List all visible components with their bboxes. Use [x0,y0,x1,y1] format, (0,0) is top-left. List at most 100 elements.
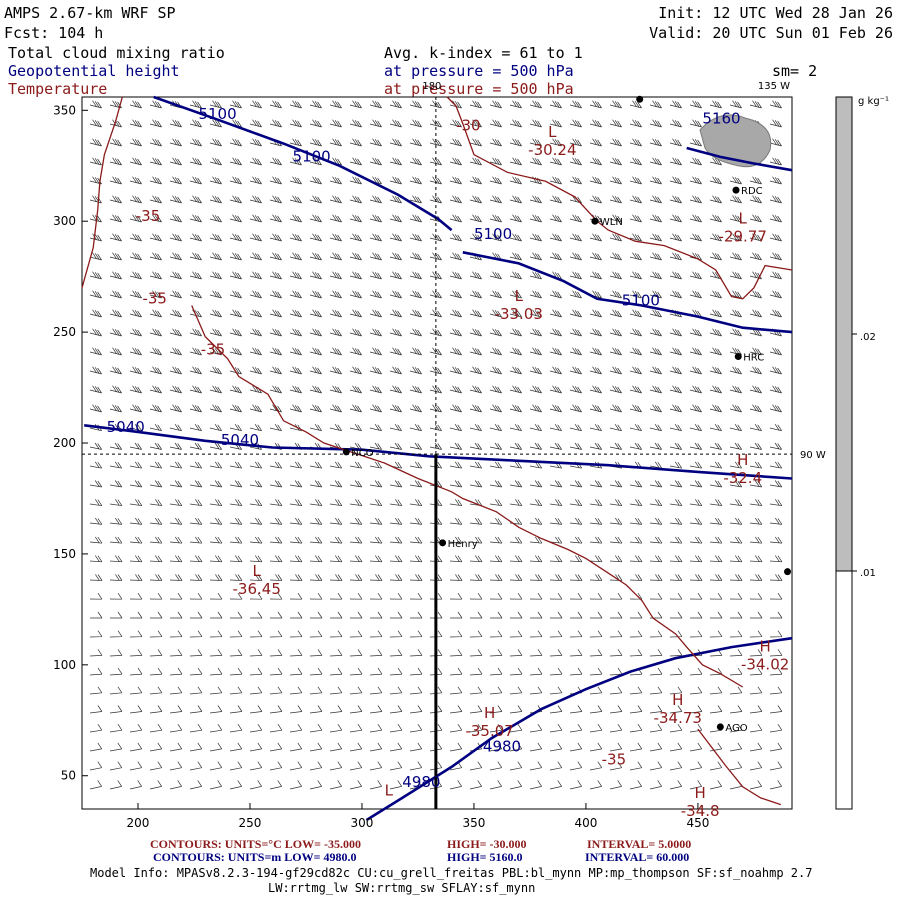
extremum-symbol-7: H [484,704,495,722]
height-contour-5040-3 [84,424,793,480]
extremum-symbol-3: H [737,451,748,469]
height-contour-5160-2 [686,146,793,172]
colorbar-white-segment [835,570,853,810]
height-contour-4980-4 [365,636,793,822]
extremum-symbol-0: L [548,123,557,141]
extremum-symbol-8: H [695,784,706,802]
station-marker-7 [636,95,644,103]
station-marker-0 [732,186,740,194]
footer-temp-high: HIGH= -30.000 [447,837,527,851]
x-tick-label-0: 200 [127,816,150,830]
pressure-height-label: at pressure = 500 hPa [384,62,574,80]
station-marker-6 [784,568,792,576]
header-fcst: Fcst: 104 h [4,24,103,42]
temperature-label-3: -35 [201,340,226,358]
x-tick-label-3: 350 [463,816,486,830]
y-tick-label-2: 150 [53,547,76,561]
footer-model-info: Model Info: MPASv8.2.3-194-gf29cd82c CU:… [90,866,812,880]
stations: RDC WLN HRC NCO Henry AGO [342,95,792,734]
temperature-label-0: -30 [456,116,481,134]
station-label-4: Henry [448,539,478,550]
station-marker-2 [734,353,742,361]
smoothing-label: sm= 2 [772,62,817,80]
axes: 200 250 300 350 400 450 50 100 150 200 250 300 350 [53,103,709,830]
height-label-2: 5100 [474,225,512,243]
field-temperature-label: Temperature [8,80,107,98]
station-label-1: WLN [600,217,623,228]
y-tick-label-0: 50 [61,769,76,783]
station-marker-3 [342,448,350,456]
y-tick-label-3: 200 [53,436,76,450]
height-label-6: 5040 [221,431,259,449]
extremum-symbol-2: L [515,287,524,305]
colorbar-tick-label-01: .01 [860,568,876,579]
station-label-3: NCO [351,448,373,459]
cloud-patch [699,114,772,168]
kindex-label: Avg. k-index = 61 to 1 [384,44,583,62]
extremum-value-7: -35.07 [465,722,513,740]
footer-hgt-interval: INTERVAL= 60.000 [585,850,689,864]
extremum-value-3: -32.4 [723,469,762,487]
extremum-value-0: -30.24 [528,141,576,159]
y-tick-label-1: 100 [53,658,76,672]
field-height-label: Geopotential height [8,62,180,80]
temperature-contour-1 [81,96,123,288]
y-tick-label-6: 350 [53,103,76,117]
height-label-3: 5100 [622,291,660,309]
temperature-contour-2 [191,305,744,688]
height-contour-5100-1 [462,251,793,334]
temperature-label-1: -35 [136,207,161,225]
temperature-label-2: -35 [142,289,167,307]
station-label-0: RDC [741,186,763,197]
colorbar-tick-label-02: .02 [860,332,876,343]
extremum-symbol-6: H [672,691,683,709]
footer-model-info-2: LW:rrtmg_lw SW:rrtmg_sw SFLAY:sf_mynn [268,881,535,895]
meridian-label-0: 180 [422,81,441,92]
temperature-label-4: -35 [602,751,627,769]
header-model: AMPS 2.67-km WRF SP [4,4,176,22]
station-marker-1 [591,217,599,225]
extremum-symbol-9: L [385,782,394,800]
colorbar-unit: g kg⁻¹ [858,96,889,107]
footer-temp-interval: INTERVAL= 5.0000 [587,837,691,851]
header-valid: Valid: 20 UTC Sun 01 Feb 26 [649,24,893,42]
height-label-5: 5040 [107,418,145,436]
station-marker-5 [716,723,724,731]
extremum-symbol-4: L [253,562,262,580]
extremum-value-4: -36.45 [233,580,281,598]
extremum-symbol-1: L [739,209,748,227]
station-marker-4 [439,539,447,547]
header-init: Init: 12 UTC Wed 28 Jan 26 [658,4,893,22]
y-tick-label-5: 300 [53,214,76,228]
extremum-value-2: -33.03 [495,305,543,323]
meridian-label-2: 90 W [800,450,826,461]
footer-hgt-high: HIGH= 5160.0 [447,850,523,864]
height-contours [84,95,793,822]
extremum-value-1: -29.77 [719,227,767,245]
meridian-label-1: 135 W [758,81,790,92]
colorbar: g kg⁻¹ .02 .01 [835,96,889,810]
x-tick-label-1: 250 [239,816,262,830]
colorbar-gray-segment [835,96,853,572]
station-label-5: AGO [725,723,747,734]
contour-labels: 5100 5100 5100 5100 5160 5040 5040 4980 4980 -30 -… [107,105,790,820]
pressure-temperature-label: at pressure = 500 hPa [384,80,574,98]
y-tick-label-4: 250 [53,325,76,339]
temperature-contours [81,96,793,806]
footer-hgt-contours: CONTOURS: UNITS=m LOW= 4980.0 [153,850,356,864]
cloud-mixing-ratio [699,114,772,168]
height-label-1: 5100 [293,147,331,165]
temperature-contour-3 [697,728,782,806]
x-tick-label-4: 400 [574,816,597,830]
extremum-value-5: -34.02 [741,656,789,674]
x-tick-label-2: 300 [351,816,374,830]
height-label-8: 4980 [402,773,440,791]
station-label-2: HRC [743,353,764,364]
x-tick-label-5: 450 [686,816,709,830]
height-label-7: 4980 [483,737,521,755]
meridian-labels: 180 135 W 90 W [422,81,826,461]
field-cloud-label: Total cloud mixing ratio [8,44,225,62]
height-contour-5100-0 [153,95,453,232]
temperature-contour-0 [446,96,793,300]
footer-temp-contours: CONTOURS: UNITS=°C LOW= -35.000 [150,837,361,851]
